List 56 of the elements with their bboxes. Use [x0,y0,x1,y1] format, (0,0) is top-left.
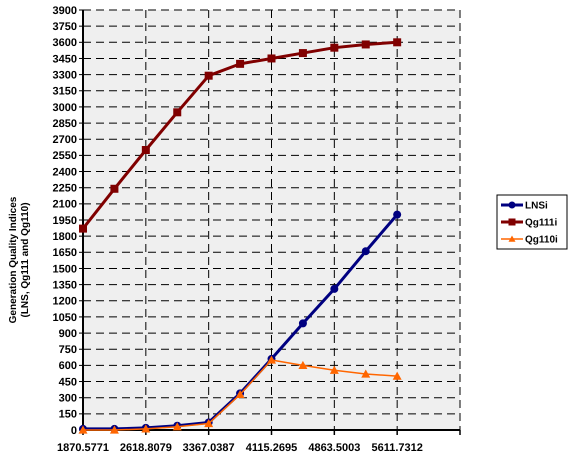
y-axis-title: Generation Quality Indices (LNS, Qg111 and Qg110) [8,196,31,324]
point [110,184,118,193]
point [298,360,308,369]
y-tick-label: 2550 [52,150,77,162]
y-tick-label: 3600 [52,37,77,50]
legend-label: Qg110i [525,234,558,246]
x-tick-label: 5611.7312 [371,442,423,454]
y-tick-label: 150 [58,408,77,421]
point [204,72,213,80]
point [362,247,370,256]
y-tick-label: 450 [58,376,77,388]
y-tick-label: 300 [58,392,77,405]
y-tick-label: 2400 [52,166,77,178]
y-tick-label: 3750 [52,21,77,34]
point [393,38,402,46]
point [298,319,307,328]
point [330,366,339,374]
y-tick-label: 2850 [52,118,77,130]
y-tick-label: 3450 [52,53,77,66]
y-tick-label: 1950 [52,214,77,227]
point [236,60,244,68]
y-tick-label: 0 [70,424,77,437]
y-tick-label: 1050 [52,312,77,324]
y-tick-label: 3150 [52,86,77,98]
point [330,44,338,52]
legend-label: Qg111i [525,218,558,228]
y-tick-label: 2100 [52,198,77,211]
x-tick-label: 4863.5003 [308,442,360,454]
y-tick-label: 900 [58,328,77,340]
y-tick-label: 750 [58,344,77,356]
y-tick-label: 2250 [52,182,77,195]
x-tick-label: 1870.5771 [57,442,109,454]
y-tick-label: 600 [58,360,77,372]
y-tick-label: 3000 [52,102,77,114]
point [298,49,307,58]
point [173,108,182,116]
point [268,54,276,62]
point [393,210,402,219]
y-tick-label: 3300 [52,69,77,82]
point [79,224,87,233]
point [361,370,370,378]
point [362,40,370,48]
y-tick-label: 1650 [52,247,77,260]
x-tick-label: 4115.2695 [246,442,298,454]
y-tick-label: 2700 [52,134,77,146]
y-tick-label: 1350 [52,279,77,292]
point [330,284,338,293]
point [392,372,402,380]
x-tick-label: 3367.0387 [182,442,235,454]
point [142,146,150,154]
y-tick-label: 1800 [52,231,77,244]
x-tick-label: 2618.8079 [120,442,172,454]
y-tick-label: 1200 [52,296,77,308]
y-tick-label: 1500 [52,263,77,276]
y-tick-label: 3900 [52,4,77,17]
legend-label: LNSi [525,200,548,212]
